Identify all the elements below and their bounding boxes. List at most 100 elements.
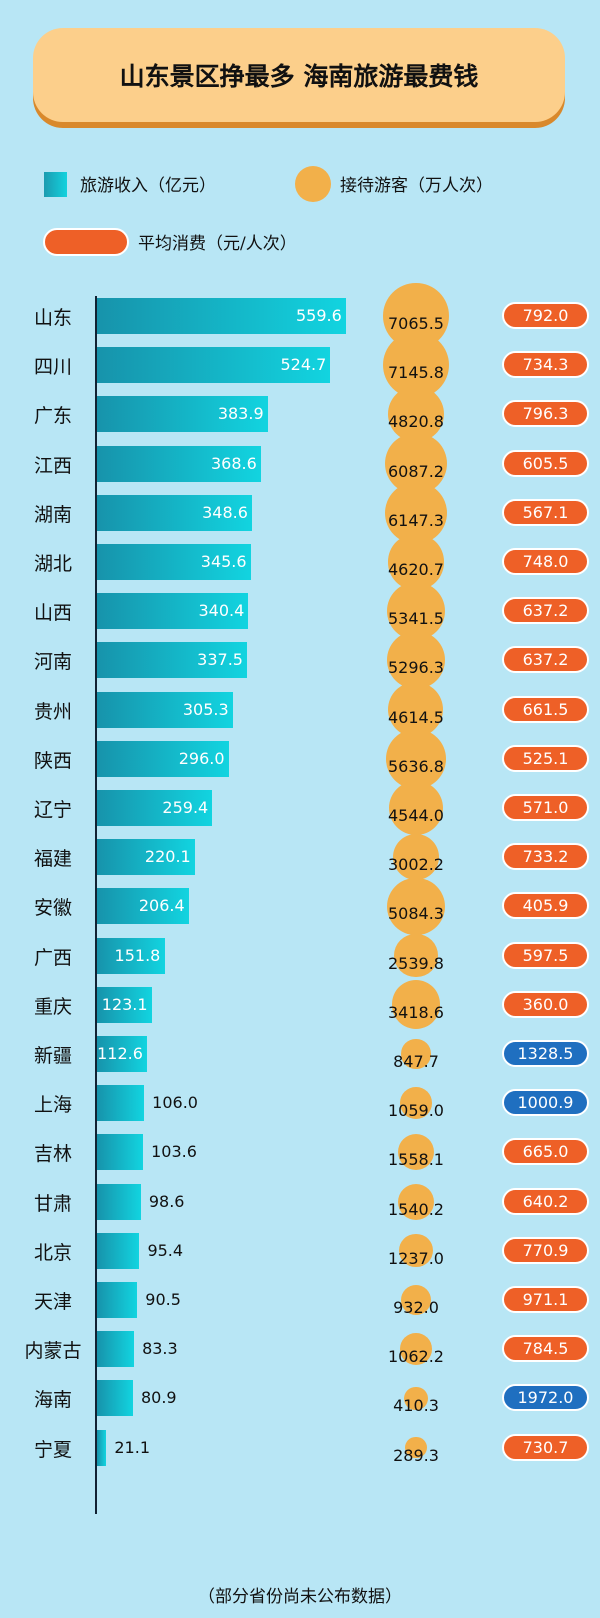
province-label: 海南 [33,1389,72,1412]
province-label: 陕西 [33,749,72,772]
revenue-bar [97,1085,145,1122]
revenue-value-label: 220.1 [144,847,191,867]
avg-spend-pill: 971.1 [502,1286,589,1313]
visitor-value-label: 4544.0 [388,806,444,825]
avg-spend-pill: 665.0 [502,1138,589,1166]
visitor-value-label: 1062.2 [388,1347,444,1367]
avg-spend-pill: 571.0 [502,794,589,821]
visitor-bubble [398,1183,434,1220]
province-label: 上海 [33,1094,72,1117]
legend-visitors-label: 接待游客（万人次） [340,176,493,196]
revenue-bar [97,544,251,580]
province-label: 甘肃 [33,1192,72,1215]
revenue-bar [97,1183,141,1220]
avg-spend-pill: 405.9 [502,892,589,920]
revenue-bar [97,1036,148,1072]
legend-revenue-swatch [44,172,67,197]
visitor-value-label: 5084.3 [388,904,444,924]
province-label: 新疆 [33,1045,72,1067]
avg-spend-pill: 792.0 [502,302,589,329]
province-label: 湖南 [33,503,72,526]
avg-spend-pill: 605.5 [502,449,589,477]
revenue-value-label: 112.6 [97,1044,143,1063]
avg-spend-pill: 770.9 [502,1236,589,1264]
revenue-value-label: 95.4 [147,1240,184,1260]
revenue-bar [97,839,195,876]
category-axis-line [95,296,97,1514]
revenue-bar [97,1429,107,1466]
avg-spend-pill: 637.2 [502,597,589,625]
revenue-value-label: 80.9 [140,1388,177,1408]
province-label: 山东 [33,307,72,329]
visitor-value-label: 932.0 [393,1298,439,1317]
revenue-value-label: 206.4 [138,896,185,916]
province-label: 湖北 [33,553,72,575]
province-label: 北京 [33,1241,72,1264]
revenue-value-label: 106.0 [152,1093,198,1113]
visitor-bubble [397,1134,435,1171]
avg-spend-pill: 637.2 [502,646,589,674]
avg-spend-pill: 1972.0 [502,1384,589,1412]
revenue-value-label: 103.6 [151,1142,197,1162]
legend-avg-spend-label: 平均消费（元/人次） [138,234,297,254]
revenue-value-label: 21.1 [114,1437,150,1457]
avg-spend-pill: 597.5 [502,941,589,969]
visitor-bubble [386,581,446,641]
revenue-value-label: 340.4 [198,601,245,621]
visitor-value-label: 1558.1 [388,1150,444,1170]
title-banner: 山东景区挣最多 海南旅游最费钱 [33,28,565,122]
visitor-bubble [404,1386,428,1411]
province-label: 山西 [33,602,72,625]
revenue-value-label: 151.8 [114,945,161,965]
province-label: 广东 [33,405,72,428]
revenue-bar [97,494,253,531]
revenue-bar [97,396,268,433]
province-label: 河南 [33,651,72,674]
province-label: 广西 [33,946,72,969]
visitor-bubble [405,1436,427,1459]
revenue-bar [97,347,331,384]
visitor-bubble [401,1039,431,1069]
revenue-bar [97,1134,144,1171]
visitor-value-label: 6147.3 [388,510,444,530]
visitor-bubble [388,780,444,836]
avg-spend-pill: 1328.5 [502,1040,589,1067]
visitor-bubble [386,631,446,690]
legend-visitors-swatch [295,166,331,202]
province-label: 四川 [33,356,72,379]
revenue-value-label: 383.9 [217,404,264,424]
revenue-value-label: 348.6 [202,502,248,522]
legend-avg-spend-swatch [43,228,129,256]
revenue-value-label: 98.6 [148,1191,185,1211]
revenue-bar [97,740,229,777]
avg-spend-pill: 734.3 [502,351,589,379]
visitor-bubble [400,1284,432,1316]
visitor-value-label: 847.7 [393,1052,439,1071]
revenue-bar [97,642,248,679]
avg-spend-pill: 733.2 [502,843,589,871]
avg-spend-pill: 640.2 [502,1187,589,1215]
province-label: 辽宁 [33,799,72,821]
revenue-value-label: 337.5 [197,650,243,670]
revenue-value-label: 83.3 [142,1339,178,1359]
visitor-bubble [392,834,440,881]
visitor-bubble [400,1087,432,1119]
revenue-value-label: 123.1 [101,994,148,1014]
province-label: 江西 [33,454,72,477]
revenue-value-label: 524.7 [280,355,327,375]
revenue-value-label: 559.6 [296,306,342,325]
province-label: 天津 [33,1291,72,1313]
revenue-bar [97,691,233,728]
revenue-bar [97,937,165,974]
revenue-bar [97,445,261,482]
visitor-value-label: 289.3 [393,1445,439,1465]
visitor-bubble [386,728,446,789]
revenue-bar [97,1331,135,1368]
revenue-bar [97,986,152,1023]
footnote: （部分省份尚未公布数据） [198,1587,402,1607]
visitor-value-label: 5341.5 [388,609,444,629]
avg-spend-pill: 730.7 [502,1433,589,1461]
visitor-bubble [394,933,438,978]
visitor-bubble [399,1234,433,1268]
revenue-bar [97,790,213,826]
